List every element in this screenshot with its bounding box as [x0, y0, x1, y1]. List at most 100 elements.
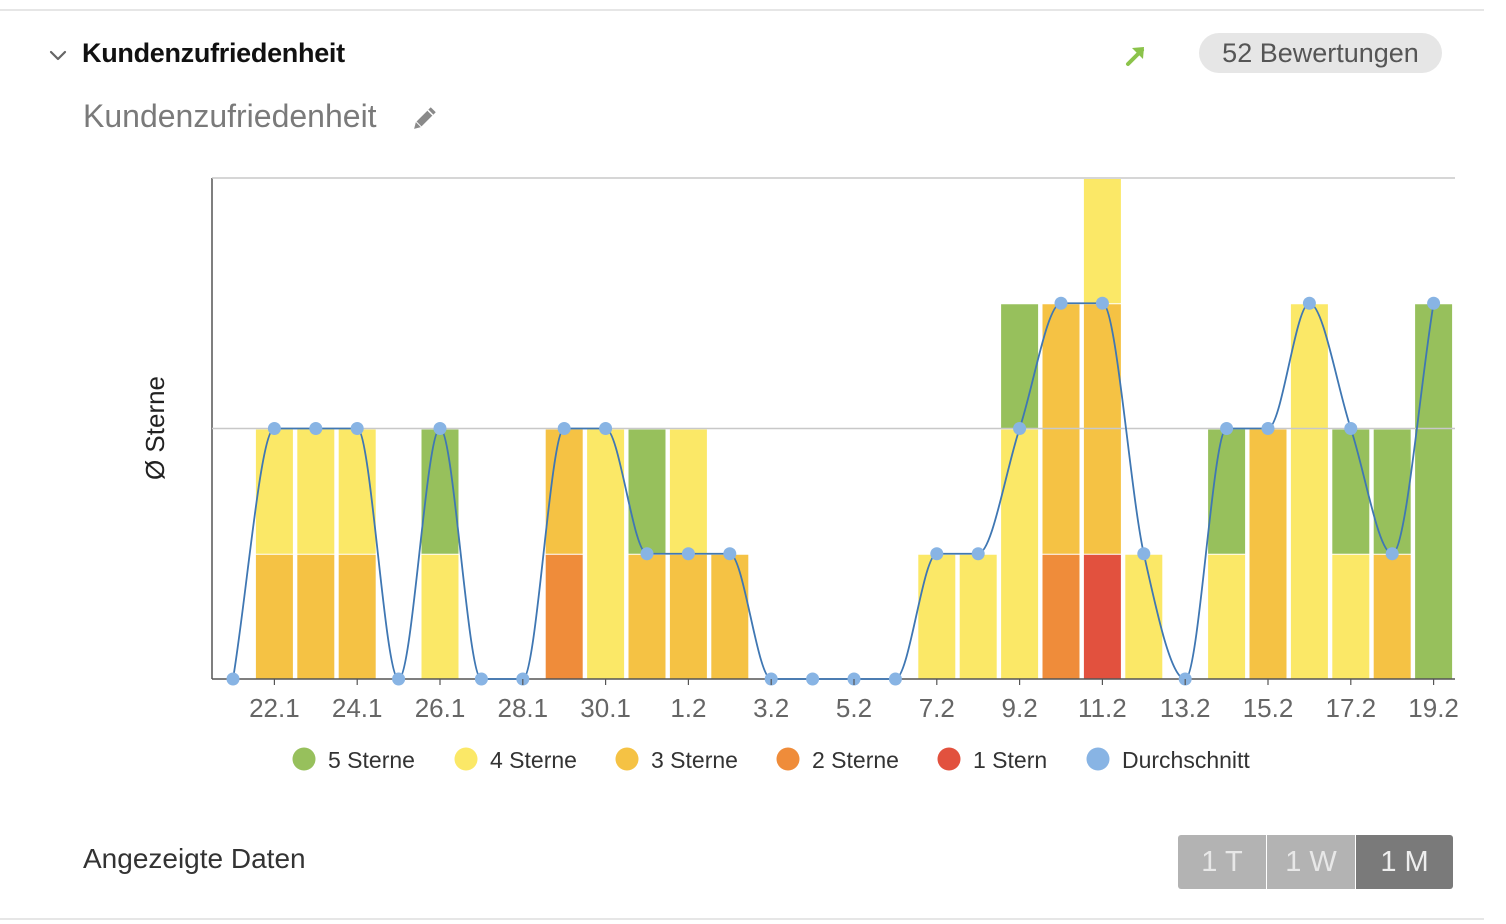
bar-2-sterne-10-2 [1042, 554, 1080, 679]
average-point-16-2[interactable] [1302, 296, 1316, 310]
x-tick-label-19-2: 19.2 [1408, 693, 1459, 723]
bar-4-sterne-26-1 [421, 554, 459, 679]
bar-5-sterne-17-2 [1332, 429, 1370, 554]
average-point-24-1[interactable] [350, 422, 364, 435]
x-tick-label-1-2: 1.2 [670, 693, 706, 723]
average-point-31-1[interactable] [640, 547, 654, 561]
x-tick-label-13-2: 13.2 [1160, 693, 1211, 723]
bar-4-sterne-7-2 [918, 554, 956, 679]
chevron-down-icon[interactable] [48, 46, 68, 66]
bottom-divider [0, 918, 1484, 920]
range-button-1t[interactable]: 1 T [1178, 835, 1266, 889]
average-point-9-2[interactable] [1013, 422, 1027, 435]
bar-5-sterne-31-1 [628, 429, 666, 554]
bar-4-sterne-16-2 [1290, 304, 1328, 679]
legend-swatch-5-sterne [292, 747, 316, 771]
x-tick-label-7-2: 7.2 [919, 693, 955, 723]
average-point-27-1[interactable] [474, 672, 488, 686]
range-button-1w[interactable]: 1 W [1267, 835, 1355, 889]
x-tick-label-5-2: 5.2 [836, 693, 872, 723]
average-point-25-1[interactable] [392, 672, 406, 686]
chart-subtitle: Kundenzufriedenheit [83, 98, 377, 134]
legend-label-2-sterne: 2 Sterne [812, 747, 899, 773]
x-tick-label-17-2: 17.2 [1325, 693, 1376, 723]
average-point-7-2[interactable] [930, 547, 944, 561]
legend-label-3-sterne: 3 Sterne [651, 747, 738, 773]
bar-4-sterne-23-1 [297, 429, 335, 554]
range-selector: 1 T 1 W 1 M [1178, 835, 1453, 889]
bar-3-sterne-18-2 [1373, 554, 1411, 679]
x-tick-label-22-1: 22.1 [249, 693, 300, 723]
bar-4-sterne-24-1 [338, 429, 376, 554]
legend-swatch-1-stern [937, 747, 961, 771]
top-divider [0, 9, 1484, 11]
line-layer [226, 296, 1441, 686]
average-point-2-2[interactable] [723, 547, 737, 561]
average-line [232, 302, 1435, 680]
pencil-icon[interactable] [408, 103, 440, 135]
legend-swatch-2-sterne [776, 747, 800, 771]
trend-up-arrow-icon [1126, 47, 1144, 66]
x-tick-label-15-2: 15.2 [1243, 693, 1294, 723]
shown-data-label: Angezeigte Daten [83, 843, 306, 874]
bar-3-sterne-22-1 [255, 554, 293, 679]
x-tick-label-3-2: 3.2 [753, 693, 789, 723]
legend-label-durchschnitt: Durchschnitt [1122, 747, 1250, 773]
bar-4-sterne-9-2 [1001, 429, 1039, 679]
bar-4-sterne-8-2 [959, 554, 997, 679]
bar-5-sterne-26-1 [421, 429, 459, 554]
satisfaction-chart: 22.1 24.1 26.1 28.1 30.1 1.2 3.2 5.2 7.2 9.2 11.2 1… [140, 177, 1459, 773]
x-tick-label-11-2: 11.2 [1078, 693, 1127, 723]
average-point-15-2[interactable] [1261, 422, 1275, 435]
average-point-6-2[interactable] [888, 672, 902, 686]
bar-4-sterne-1-2 [669, 429, 707, 554]
bar-5-sterne-19-2 [1415, 304, 1453, 679]
bar-3-sterne-31-1 [628, 554, 666, 679]
average-point-8-2[interactable] [971, 547, 985, 561]
legend-swatch-4-sterne [454, 747, 478, 771]
legend-swatch-3-sterne [615, 747, 639, 771]
average-point-14-2[interactable] [1220, 422, 1234, 435]
bar-3-sterne-1-2 [669, 554, 707, 679]
legend-label-1-stern: 1 Stern [973, 747, 1047, 773]
ratings-count-badge: 52 Bewertungen [1199, 33, 1442, 73]
average-point-4-2[interactable] [806, 672, 820, 686]
bar-3-sterne-24-1 [338, 554, 376, 679]
range-button-1m[interactable]: 1 M [1356, 835, 1453, 889]
average-point-10-2[interactable] [1054, 296, 1068, 310]
bar-3-sterne-23-1 [297, 554, 335, 679]
average-point-22-1[interactable] [267, 422, 281, 435]
bar-4-sterne-22-1 [255, 429, 293, 554]
legend-label-5-sterne: 5 Sterne [328, 747, 415, 773]
average-point-18-2[interactable] [1385, 547, 1399, 561]
average-point-19-2[interactable] [1427, 296, 1441, 310]
bar-3-sterne-15-2 [1249, 429, 1287, 679]
bar-4-sterne-12-2 [1125, 554, 1163, 679]
average-point-29-1[interactable] [557, 422, 571, 435]
bar-1-stern-11-2 [1083, 554, 1121, 679]
bar-2-sterne-29-1 [545, 554, 583, 679]
x-tick-label-26-1: 26.1 [415, 693, 466, 723]
bar-5-sterne-14-2 [1208, 429, 1246, 554]
bar-4-sterne-30-1 [587, 429, 625, 679]
bar-3-sterne-2-2 [711, 554, 749, 679]
average-point-1-2[interactable] [681, 547, 695, 561]
legend-label-4-sterne: 4 Sterne [490, 747, 577, 773]
average-point-11-2[interactable] [1095, 296, 1109, 310]
bar-4-sterne-17-2 [1332, 554, 1370, 679]
bar-4-sterne-11-2 [1083, 179, 1121, 304]
bar-4-sterne-14-2 [1208, 554, 1246, 679]
x-tick-label-30-1: 30.1 [580, 693, 631, 723]
legend-swatch-durchschnitt [1086, 747, 1110, 771]
x-tick-label-24-1: 24.1 [332, 693, 383, 723]
x-tick-label-28-1: 28.1 [497, 693, 548, 723]
average-point-21-1[interactable] [226, 672, 240, 686]
average-point-17-2[interactable] [1344, 422, 1358, 435]
average-point-26-1[interactable] [433, 422, 447, 435]
average-point-12-2[interactable] [1137, 547, 1151, 561]
bar-5-sterne-9-2 [1001, 304, 1039, 429]
legend: 5 Sterne 4 Sterne 3 Sterne 2 Sterne 1 Stern D… [292, 747, 1250, 773]
average-point-30-1[interactable] [599, 422, 613, 435]
x-ticks-layer: 22.1 24.1 26.1 28.1 30.1 1.2 3.2 5.2 7.2 9.2 11.2 1… [249, 679, 1459, 723]
average-point-23-1[interactable] [309, 422, 323, 435]
